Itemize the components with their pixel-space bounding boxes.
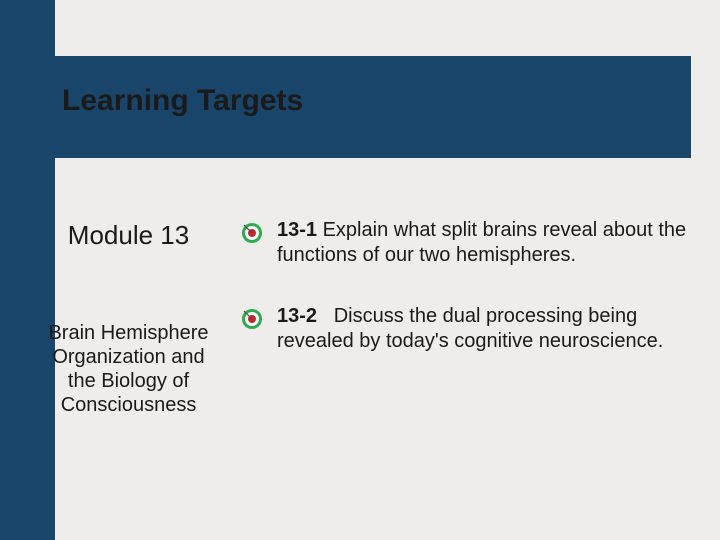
target-text: 13-2 Discuss the dual processing being r… <box>277 304 691 354</box>
target-code: 13-2 <box>277 305 317 327</box>
left-column: Module 13 Brain Hemisphere Organization … <box>36 180 231 417</box>
list-item: 13-1 Explain what split brains reveal ab… <box>241 218 691 268</box>
list-item: 13-2 Discuss the dual processing being r… <box>241 304 691 354</box>
content-area: Module 13 Brain Hemisphere Organization … <box>36 180 691 417</box>
target-icon <box>241 222 263 249</box>
page-title: Learning Targets <box>62 84 303 118</box>
target-text: 13-1 Explain what split brains reveal ab… <box>277 218 691 268</box>
module-label: Module 13 <box>36 220 221 251</box>
target-body: Discuss the dual processing being reveal… <box>277 305 663 352</box>
target-body: Explain what split brains reveal about t… <box>277 219 686 266</box>
target-code: 13-1 <box>277 219 317 241</box>
target-icon <box>241 308 263 335</box>
module-subtitle: Brain Hemisphere Organization and the Bi… <box>36 321 221 417</box>
right-column: 13-1 Explain what split brains reveal ab… <box>231 180 691 417</box>
